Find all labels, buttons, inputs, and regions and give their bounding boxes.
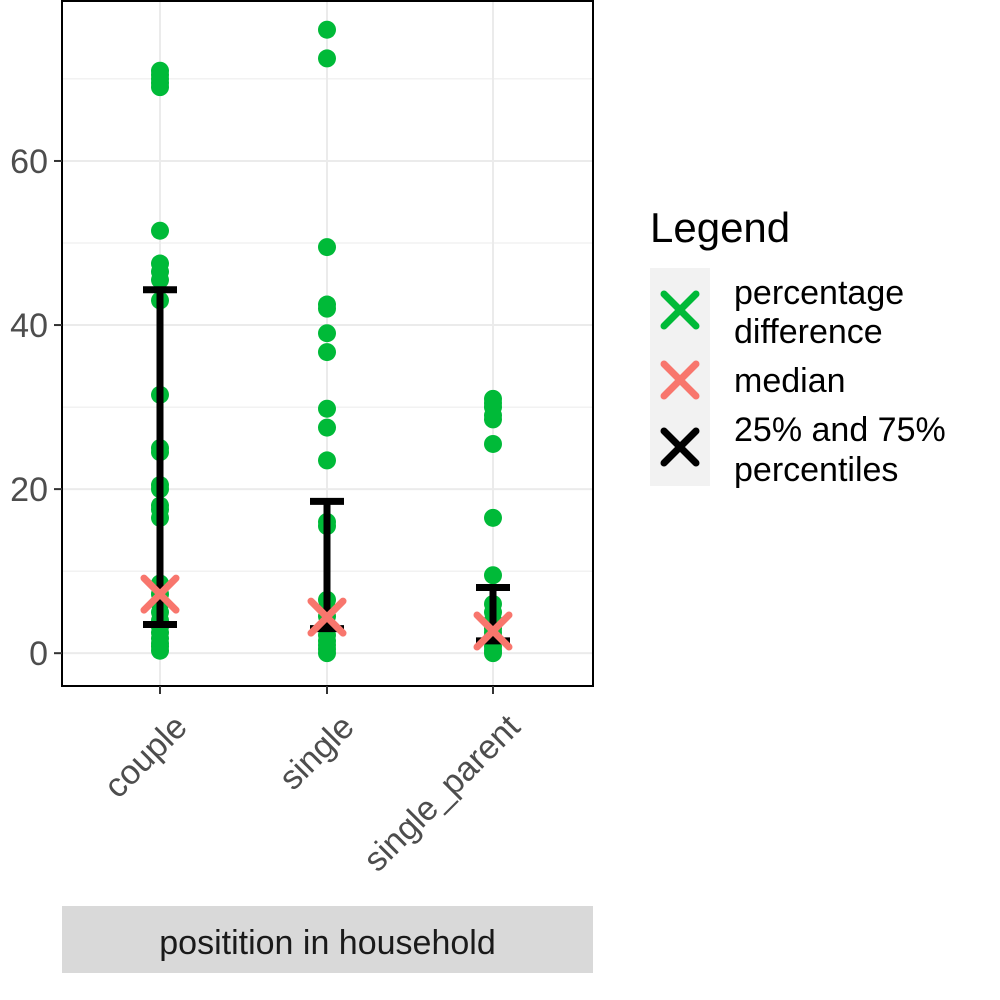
data-point-single_parent-12	[484, 434, 502, 453]
legend-item-2: 25% and 75% percentiles	[660, 411, 946, 489]
data-point-couple-28	[151, 61, 169, 80]
data-point-single_parent-17	[484, 389, 502, 408]
legend-label-0: percentage difference	[734, 274, 904, 351]
legend-key-1	[660, 360, 700, 400]
x-tick-label-1: single	[272, 708, 362, 798]
percentile-errorbar-couple	[143, 286, 177, 628]
facet-strip: positition in household	[62, 906, 593, 973]
data-point-single-13	[318, 418, 336, 437]
y-tick-label-0: 0	[29, 635, 48, 673]
legend-item-1: median	[660, 360, 846, 400]
y-tick-label-3: 60	[10, 143, 48, 181]
data-point-single_parent-11	[484, 508, 502, 527]
y-tick-label-1: 20	[10, 471, 48, 509]
y-tick-label-2: 40	[10, 307, 48, 345]
data-point-couple-23	[151, 221, 169, 240]
y-axis: 0 20 40 60	[10, 143, 62, 673]
legend-title: Legend	[650, 204, 790, 251]
data-point-single-16	[318, 324, 336, 343]
data-point-couple-22	[151, 254, 169, 273]
facet-strip-background	[62, 906, 593, 973]
legend-label-2: 25% and 75% percentiles	[734, 411, 946, 489]
data-point-single-19	[318, 238, 336, 257]
x-tick-label-0: couple	[97, 708, 195, 806]
legend-item-0: percentage difference	[660, 274, 904, 351]
data-point-single-18	[318, 295, 336, 314]
legend: Legend percentage difference median 25% and…	[650, 204, 946, 489]
percentile-errorbars	[143, 286, 510, 645]
data-point-single-14	[318, 399, 336, 418]
median-marker-single	[307, 597, 347, 637]
data-point-single_parent-10	[484, 566, 502, 585]
data-point-single-12	[318, 451, 336, 470]
facet-strip-label: positition in household	[159, 924, 495, 962]
median-markers	[140, 574, 513, 651]
data-point-single-20	[318, 49, 336, 68]
median-marker-couple	[140, 574, 180, 614]
legend-key-2	[660, 427, 700, 467]
data-point-single-21	[318, 20, 336, 39]
legend-label-1: median	[734, 362, 846, 400]
median-marker-single_parent	[473, 611, 513, 651]
legend-key-0	[660, 290, 700, 330]
x-tick-label-2: single_parent	[356, 707, 528, 879]
data-point-single-15	[318, 343, 336, 362]
